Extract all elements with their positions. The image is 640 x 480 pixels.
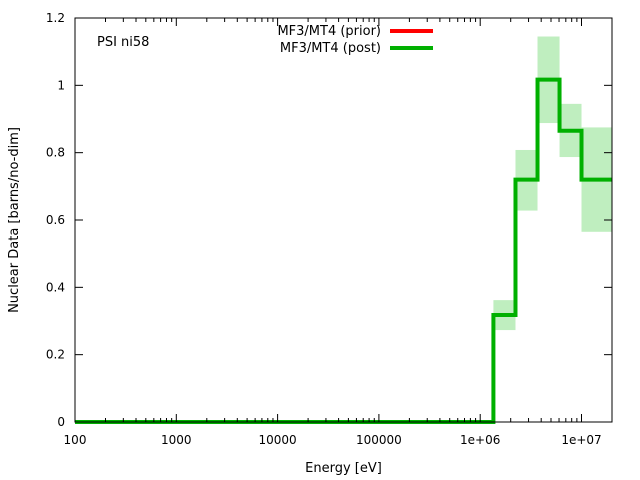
legend: MF3/MT4 (prior) MF3/MT4 (post) (277, 24, 433, 56)
axis-tick-labels: 100 1000 10000 100000 1e+06 1e+07 0 0.2 0.4 0.6 0.… (46, 11, 602, 447)
y-tick-label-1: 0.2 (46, 348, 65, 362)
axis-ticks (74, 17, 613, 423)
x-tick-label-3: 100000 (356, 433, 402, 447)
x-tick-label-1: 1000 (161, 433, 192, 447)
legend-label-1: MF3/MT4 (post) (280, 41, 381, 56)
y-tick-label-3: 0.6 (46, 213, 65, 227)
chart-annotation: PSI ni58 (97, 35, 149, 50)
y-tick-label-2: 0.4 (46, 280, 65, 294)
legend-label-0: MF3/MT4 (prior) (277, 24, 381, 39)
x-axis-label: Energy [eV] (305, 461, 382, 476)
x-tick-label-2: 10000 (259, 433, 297, 447)
y-tick-label-0: 0 (57, 415, 65, 429)
x-tick-label-4: 1e+06 (460, 433, 500, 447)
y-tick-label-5: 1 (57, 78, 65, 92)
x-tick-label-0: 100 (64, 433, 87, 447)
y-tick-label-6: 1.2 (46, 11, 65, 25)
y-tick-label-4: 0.8 (46, 146, 65, 160)
series-line-1 (75, 77, 612, 424)
series-lines (75, 77, 612, 424)
x-tick-label-5: 1e+07 (561, 433, 601, 447)
plot-frame (74, 17, 613, 423)
y-axis-label: Nuclear Data [barns/no-dim] (7, 127, 22, 313)
